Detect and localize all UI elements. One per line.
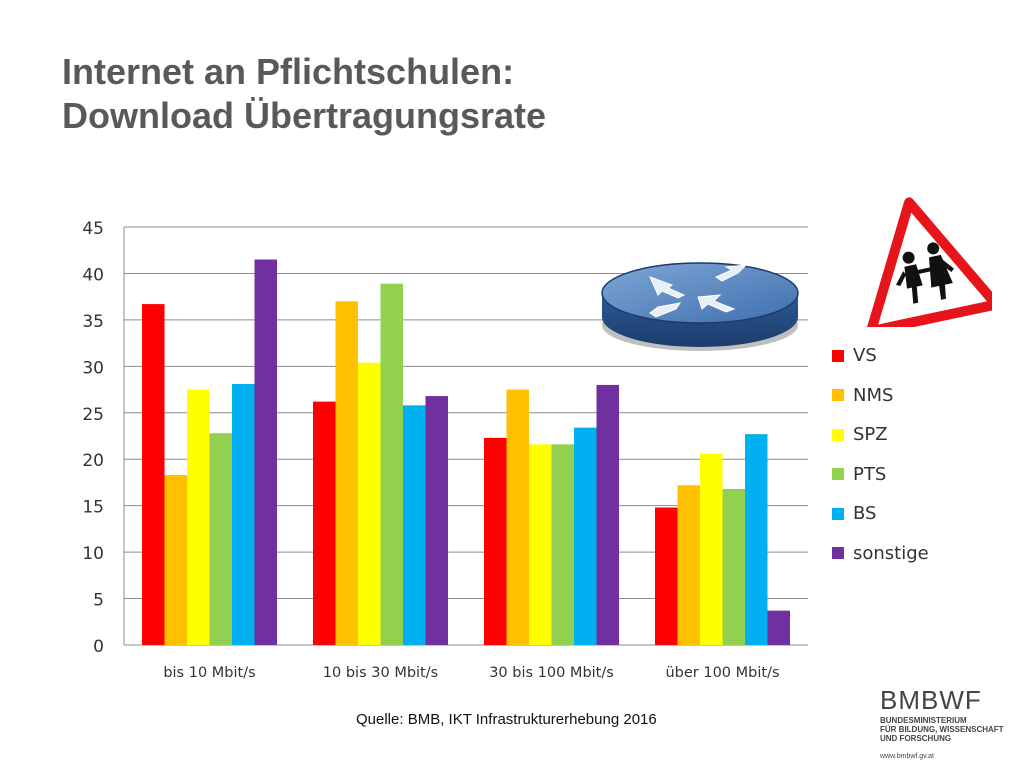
bar-nms [164, 475, 187, 645]
bar-spz [700, 453, 723, 645]
bar-bs [574, 427, 597, 645]
legend-swatch [832, 428, 844, 441]
legend-item: VS [832, 336, 929, 376]
legend-swatch [832, 507, 844, 520]
y-tick-label: 15 [82, 498, 104, 518]
bar-spz [529, 444, 552, 645]
legend-item: BS [832, 494, 929, 534]
bar-vs [313, 401, 336, 645]
bar-sonstige [767, 610, 790, 645]
legend-item: SPZ [832, 415, 929, 455]
bar-sonstige [425, 396, 448, 645]
chart-legend: VS NMS SPZ PTS BS sonstige [832, 336, 929, 573]
bar-bs [232, 383, 255, 645]
legend-label: NMS [853, 384, 894, 406]
school-children-sign-icon [866, 197, 992, 327]
page-title: Internet an Pflichtschulen: Download Übe… [62, 50, 546, 138]
bmbwf-logo: BMBWF BUNDESMINISTERIUM FÜR BILDUNG, WIS… [880, 686, 1010, 760]
bar-pts [551, 444, 574, 645]
y-tick-label: 5 [93, 591, 104, 611]
bar-vs [142, 304, 165, 645]
legend-swatch [832, 468, 844, 481]
legend-swatch [832, 547, 844, 560]
bar-pts [209, 433, 232, 645]
y-tick-label: 10 [82, 544, 104, 564]
legend-swatch [832, 389, 844, 402]
y-tick-label: 0 [93, 637, 104, 657]
legend-item: sonstige [832, 534, 929, 574]
x-tick-label: 10 bis 30 Mbit/s [323, 665, 438, 681]
legend-label: PTS [853, 463, 887, 485]
y-tick-label: 35 [82, 312, 104, 332]
bar-spz [358, 362, 381, 645]
logo-subtitle: BUNDESMINISTERIUM FÜR BILDUNG, WISSENSCH… [880, 716, 1010, 743]
bar-spz [187, 389, 210, 645]
legend-label: BS [853, 503, 877, 525]
legend-item: NMS [832, 376, 929, 416]
legend-swatch [832, 349, 844, 362]
bar-nms [335, 301, 358, 645]
title-line-1: Internet an Pflichtschulen: [62, 51, 515, 92]
legend-label: sonstige [853, 542, 929, 564]
logo-line-3: UND FORSCHUNG [880, 734, 952, 743]
router-icon [601, 262, 799, 351]
bar-sonstige [596, 384, 619, 645]
bar-sonstige [254, 259, 277, 645]
bar-nms [506, 389, 529, 645]
bar-vs [655, 507, 678, 645]
logo-mark: BMBWF [880, 685, 982, 715]
logo-url: www.bmbwf.gv.at [880, 753, 934, 760]
source-note: Quelle: BMB, IKT Infrastrukturerhebung 2… [356, 711, 657, 728]
y-tick-label: 30 [82, 358, 104, 378]
logo-line-1: BUNDESMINISTERIUM [880, 716, 967, 725]
logo-line-2: FÜR BILDUNG, WISSENSCHAFT [880, 725, 1004, 734]
bar-pts [380, 283, 403, 645]
y-tick-label: 25 [82, 405, 104, 425]
legend-label: VS [853, 345, 877, 367]
legend-label: SPZ [853, 424, 888, 446]
x-tick-label: bis 10 Mbit/s [163, 665, 255, 681]
x-tick-label: 30 bis 100 Mbit/s [489, 665, 614, 681]
legend-item: PTS [832, 455, 929, 495]
bar-vs [484, 437, 507, 645]
bar-nms [677, 485, 700, 645]
bar-pts [722, 488, 745, 645]
bar-bs [745, 434, 768, 645]
y-tick-label: 45 [82, 219, 104, 239]
bar-bs [403, 405, 426, 645]
y-tick-label: 20 [82, 451, 104, 471]
y-tick-label: 40 [82, 265, 104, 285]
title-line-2: Download Übertragungsrate [62, 95, 547, 136]
x-tick-label: über 100 Mbit/s [665, 665, 779, 681]
